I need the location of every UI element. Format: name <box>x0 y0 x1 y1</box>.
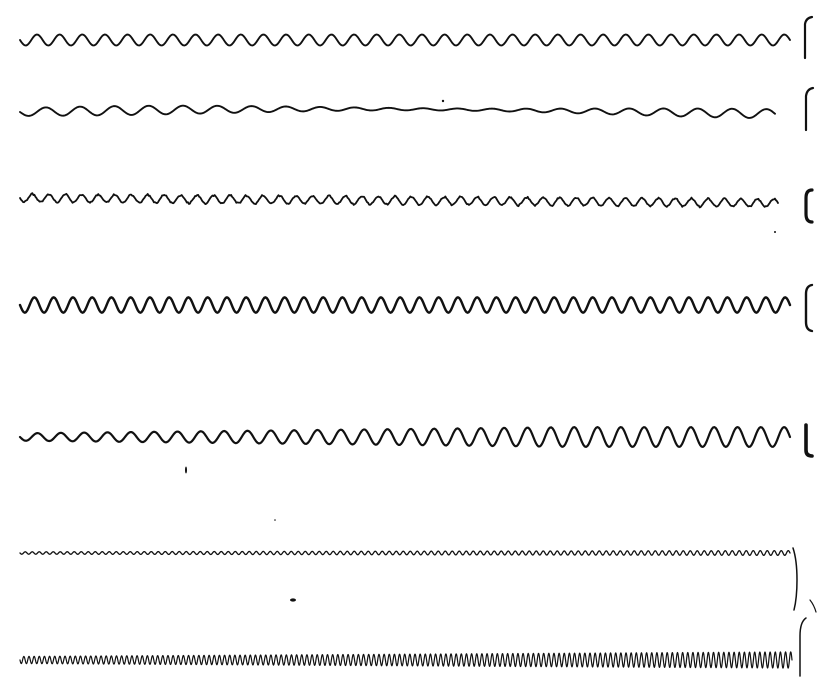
end-mark-7 <box>799 617 807 677</box>
trace-2 <box>19 104 776 119</box>
trace-1 <box>19 33 791 47</box>
trace-4 <box>18 296 792 314</box>
trace-3 <box>19 192 779 209</box>
speck-5 <box>274 519 276 521</box>
trace-5 <box>18 426 792 448</box>
trace-7 <box>19 651 793 669</box>
trace-6 <box>19 549 791 557</box>
speck-4 <box>290 598 296 602</box>
end-mark-4 <box>804 283 814 333</box>
end-mark-8 <box>809 599 817 613</box>
speck-1 <box>441 99 445 103</box>
end-mark-3 <box>804 188 814 224</box>
end-mark-2 <box>804 86 815 132</box>
end-mark-6 <box>792 547 798 611</box>
end-mark-1 <box>803 15 814 60</box>
specks-group <box>185 99 776 602</box>
traces-group <box>18 33 793 669</box>
speck-2 <box>774 231 776 233</box>
speck-3 <box>185 466 187 474</box>
end-marks-group <box>792 15 817 677</box>
end-mark-5 <box>804 423 814 458</box>
